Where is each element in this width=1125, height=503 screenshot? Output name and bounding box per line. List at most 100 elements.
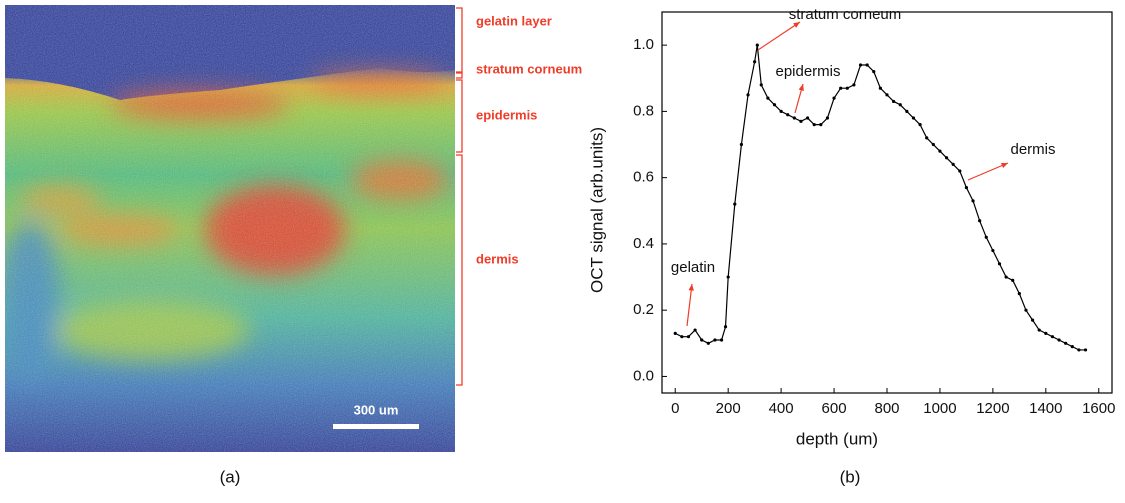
- annotation-arrow: [686, 283, 693, 327]
- x-tick-label: 200: [716, 400, 741, 417]
- data-point: [971, 199, 975, 203]
- y-tick-label: 0.4: [633, 235, 654, 252]
- annotation-arrow: [757, 21, 801, 51]
- data-point: [713, 338, 717, 342]
- layer-brackets: [456, 7, 463, 386]
- data-point: [832, 96, 836, 100]
- data-point: [700, 338, 704, 342]
- data-point: [1037, 328, 1041, 332]
- y-tick-label: 0.6: [633, 169, 654, 186]
- data-point: [772, 103, 777, 107]
- x-axis-title: depth (um): [796, 429, 878, 448]
- arrow-head: [793, 22, 800, 28]
- layer-label: stratum corneum: [476, 61, 582, 76]
- data-point: [938, 149, 942, 153]
- annotation: dermis: [1010, 141, 1055, 158]
- data-point: [766, 96, 770, 100]
- plot-frame: [661, 11, 1113, 394]
- data-point: [852, 83, 856, 87]
- data-point: [755, 43, 759, 47]
- data-point: [925, 136, 929, 140]
- data-point: [706, 341, 710, 345]
- panel-caption: (a): [220, 467, 241, 486]
- data-point: [997, 262, 1002, 266]
- y-axis-title: OCT signal (arb.units): [587, 127, 606, 293]
- data-point: [839, 86, 843, 90]
- annotation: stratum corneum: [789, 6, 902, 23]
- x-tick-label: 600: [822, 400, 847, 417]
- data-point: [958, 169, 962, 173]
- data-point: [892, 99, 896, 104]
- arrow-head: [1001, 163, 1008, 169]
- x-tick-label: 1400: [1029, 400, 1062, 417]
- data-point: [792, 116, 796, 120]
- data-point: [686, 335, 691, 339]
- data-point: [858, 63, 863, 67]
- data-point: [1017, 292, 1021, 296]
- y-tick-label: 1.0: [633, 36, 654, 53]
- data-point: [911, 116, 916, 120]
- data-point: [733, 202, 737, 206]
- data-point: [898, 103, 902, 107]
- data-point: [1030, 318, 1035, 322]
- annotation: gelatin: [671, 259, 715, 276]
- layer-label: gelatin layer: [476, 13, 552, 28]
- x-tick-label: 1000: [923, 400, 956, 417]
- data-point: [1011, 278, 1015, 282]
- data-point: [680, 335, 684, 339]
- arrow-head: [688, 284, 694, 291]
- annotation: epidermis: [775, 63, 840, 80]
- data-point: [1064, 341, 1068, 345]
- data-point: [951, 162, 955, 166]
- data-point: [964, 185, 969, 190]
- arrow-head: [798, 84, 804, 91]
- annotation-arrow: [967, 162, 1009, 181]
- panel-caption: (b): [840, 467, 861, 486]
- data-point: [885, 93, 889, 97]
- data-point: [753, 60, 757, 64]
- data-point: [786, 113, 790, 117]
- data-point: [799, 119, 803, 123]
- data-point: [918, 123, 922, 127]
- data-point: [845, 86, 849, 90]
- data-point: [805, 116, 810, 120]
- data-point: [978, 219, 982, 223]
- data-point: [673, 331, 677, 335]
- data-point: [1070, 345, 1074, 349]
- data-point: [812, 123, 816, 127]
- data-point: [693, 328, 697, 332]
- data-point: [746, 93, 750, 97]
- data-point: [759, 83, 763, 87]
- y-tick-label: 0.8: [633, 102, 654, 119]
- data-point: [819, 123, 823, 127]
- data-point: [1077, 348, 1081, 352]
- y-tick-label: 0.2: [633, 301, 654, 318]
- data-point: [779, 109, 783, 113]
- x-tick-label: 1600: [1082, 400, 1115, 417]
- data-point: [984, 235, 988, 239]
- data-point: [726, 275, 730, 279]
- data-line: [674, 45, 1086, 351]
- data-point: [872, 70, 876, 74]
- data-point: [878, 86, 882, 90]
- layer-label: epidermis: [476, 107, 537, 122]
- data-point: [739, 142, 744, 147]
- oct-image: [5, 5, 455, 452]
- scale-bar-label: 300 um: [354, 402, 399, 417]
- y-tick-label: 0.0: [633, 367, 654, 384]
- data-point: [825, 116, 830, 120]
- data-point: [991, 248, 995, 253]
- data-point: [944, 156, 949, 160]
- x-tick-label: 1200: [976, 400, 1009, 417]
- data-point: [723, 325, 728, 329]
- data-point: [1004, 275, 1008, 279]
- x-tick-label: 0: [671, 400, 679, 417]
- data-point: [1083, 348, 1088, 352]
- data-point: [931, 142, 935, 147]
- x-tick-label: 400: [769, 400, 794, 417]
- data-point: [719, 338, 724, 342]
- data-point: [905, 109, 909, 113]
- data-point: [1050, 335, 1055, 339]
- data-point: [1044, 331, 1048, 335]
